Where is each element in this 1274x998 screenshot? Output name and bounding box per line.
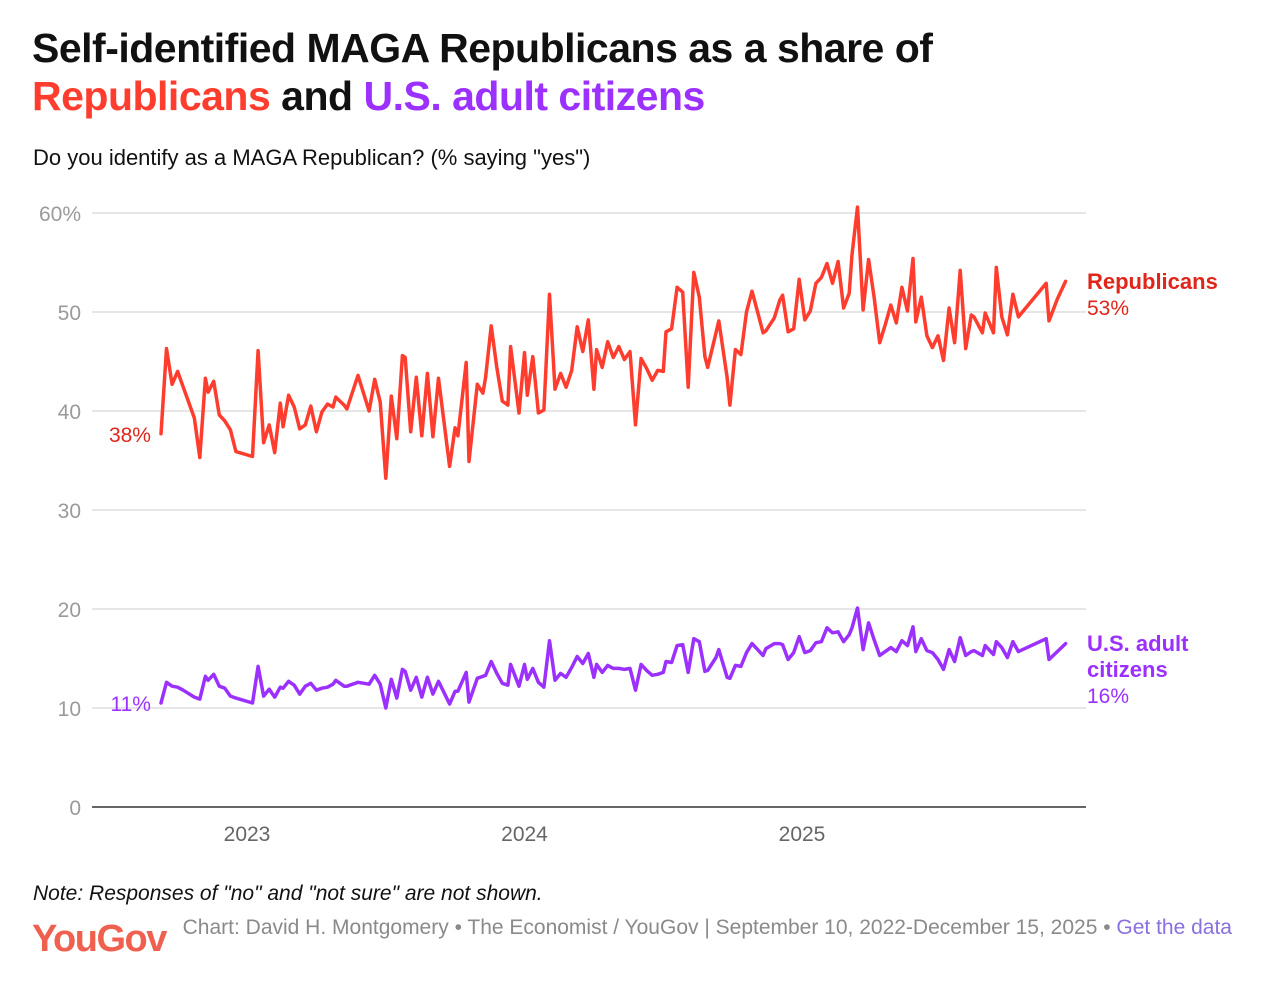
y-tick-label: 60%: [39, 203, 81, 226]
y-tick-label: 40: [58, 401, 81, 424]
title-citizens: U.S. adult citizens: [363, 73, 705, 119]
series-name-label: Republicans: [1087, 269, 1218, 294]
y-tick-label: 50: [58, 302, 81, 325]
end-value-label: 53%: [1087, 297, 1129, 320]
series-name-label: U.S. adult: [1087, 631, 1189, 656]
title-line-1: Self-identified MAGA Republicans as a sh…: [32, 25, 933, 71]
y-tick-label: 0: [69, 797, 81, 820]
series-line-republicans: [159, 205, 1068, 481]
gridlines: [92, 212, 1086, 808]
series-line-citizens: [159, 606, 1068, 710]
get-the-data-link[interactable]: Get the data: [1116, 916, 1232, 939]
y-axis-ticks: 0 10 20 30 40 50 60%: [39, 203, 81, 820]
end-value-label: 16%: [1087, 685, 1129, 708]
series-name-label: citizens: [1087, 657, 1168, 682]
y-tick-label: 10: [58, 698, 81, 721]
chart-credit: Chart: David H. Montgomery • The Economi…: [178, 916, 1232, 940]
start-value-label: 11%: [110, 693, 150, 716]
series-lines: [159, 205, 1068, 710]
chart-note: Note: Responses of "no" and "not sure" a…: [33, 882, 543, 905]
x-tick-label: 2025: [779, 823, 826, 846]
yougov-logo: YouGov: [32, 918, 167, 960]
x-tick-label: 2023: [224, 823, 271, 846]
y-tick-label: 20: [58, 599, 81, 622]
credit-text: Chart: David H. Montgomery • The Economi…: [182, 916, 1117, 939]
x-axis-ticks: 2023 2024 2025: [224, 823, 826, 846]
start-value-label: 38%: [109, 424, 151, 447]
title-and: and: [270, 73, 364, 119]
x-tick-label: 2024: [501, 823, 548, 846]
y-tick-label: 30: [58, 500, 81, 523]
chart-title: Self-identified MAGA Republicans as a sh…: [32, 24, 933, 120]
title-republicans: Republicans: [32, 73, 271, 119]
chart-subtitle: Do you identify as a MAGA Republican? (%…: [33, 145, 591, 170]
